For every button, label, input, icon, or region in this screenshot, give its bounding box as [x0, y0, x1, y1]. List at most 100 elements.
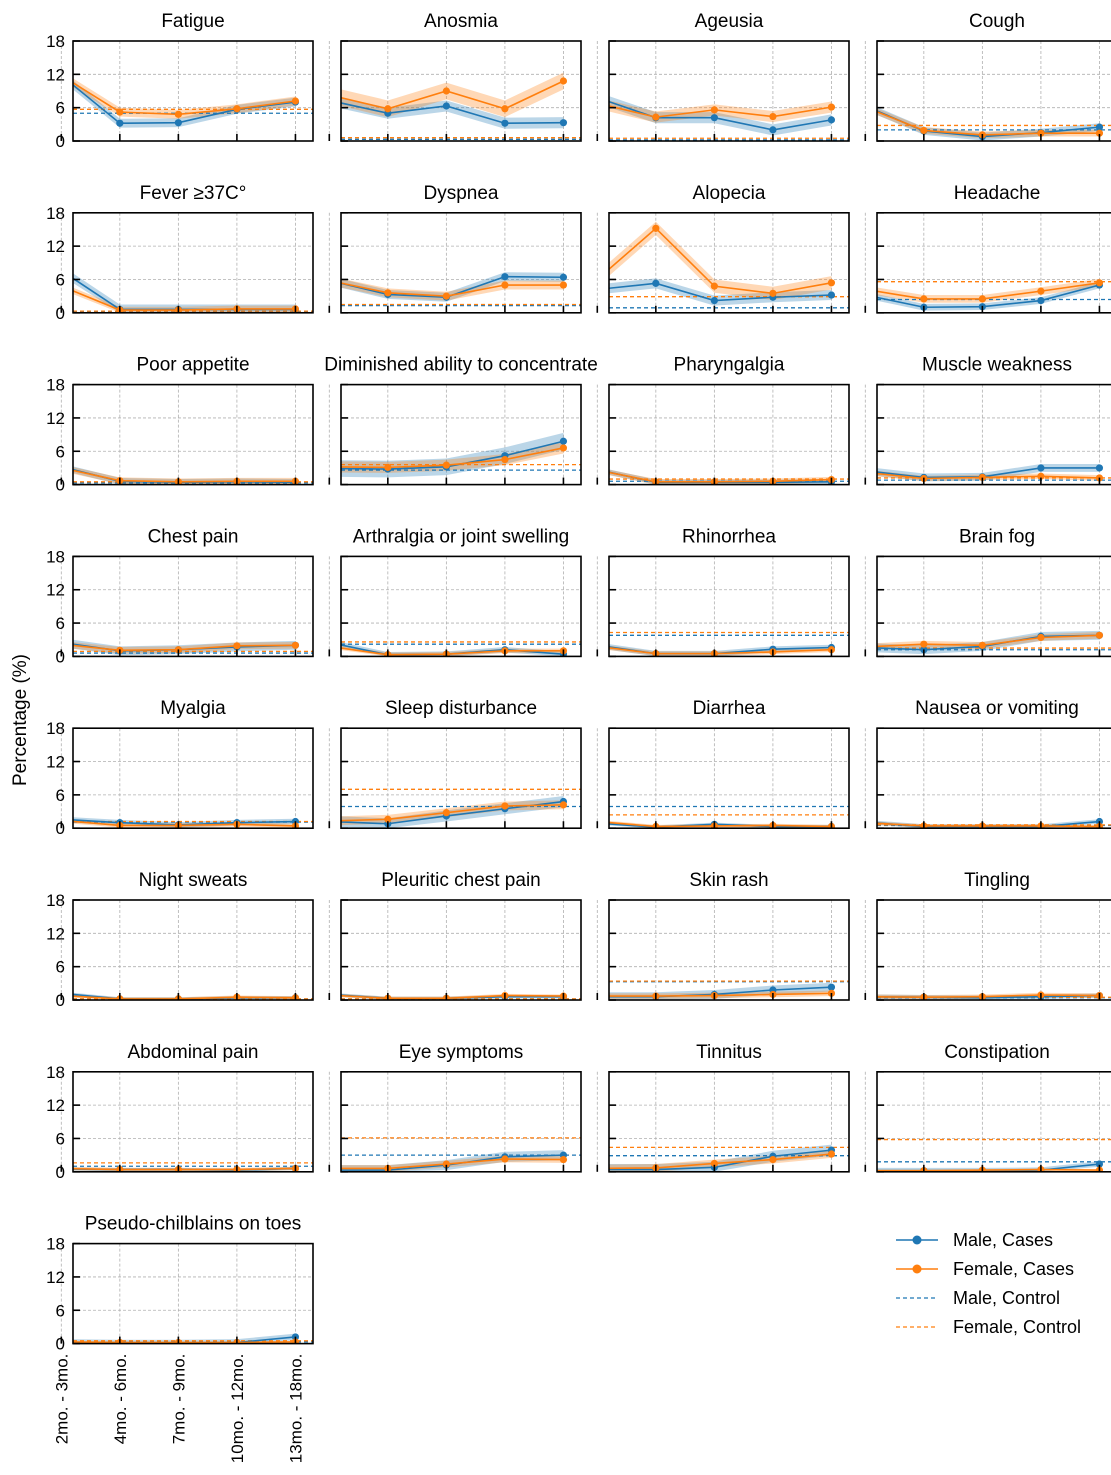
grid — [596, 727, 849, 829]
y-tick-label: 6 — [56, 1129, 65, 1148]
data-point-female-cases — [559, 444, 568, 452]
y-tick-label: 18 — [46, 32, 65, 51]
axes-frame — [72, 383, 314, 486]
panel-tingling: Tingling — [864, 870, 1111, 1001]
y-tick-label: 18 — [46, 1235, 65, 1254]
panel-title: Tinnitus — [696, 1042, 762, 1063]
confidence-band-female-cases — [609, 221, 832, 301]
panel-title: Nausea or vomiting — [915, 698, 1079, 719]
axes-frame — [340, 727, 582, 830]
panel-title: Skin rash — [689, 870, 768, 891]
plot-area — [341, 432, 581, 478]
data-point-female-cases — [291, 641, 300, 649]
plot-area — [73, 639, 313, 656]
plot-area — [73, 817, 313, 829]
data-point-male-cases — [116, 119, 124, 127]
data-point-female-cases — [827, 279, 836, 287]
axes-frame — [72, 1071, 314, 1173]
plot-area — [609, 631, 849, 657]
panel-title: Tingling — [964, 870, 1030, 891]
panel-rhinorrhea: Rhinorrhea — [596, 526, 850, 658]
plot-area — [73, 1333, 313, 1344]
ticks — [596, 383, 833, 486]
axes-frame — [608, 555, 850, 658]
data-point-female-cases — [978, 473, 986, 481]
data-point-female-cases — [174, 110, 182, 118]
plot-area — [609, 980, 849, 1000]
ticks — [60, 212, 297, 314]
ticks — [864, 555, 1101, 658]
ticks — [328, 555, 565, 658]
ticks — [596, 1071, 833, 1173]
axes-frame — [340, 1071, 582, 1173]
ticks — [60, 555, 297, 658]
grid — [864, 1071, 1111, 1173]
data-point-female-cases — [1037, 287, 1045, 295]
panel-title: Abdominal pain — [128, 1042, 259, 1063]
panel-title: Pleuritic chest pain — [381, 870, 540, 891]
ticks — [60, 727, 297, 830]
confidence-band-male-cases — [341, 97, 564, 129]
data-point-male-cases — [559, 119, 568, 127]
data-point-female-cases — [501, 281, 509, 289]
y-tick-label: 0 — [56, 132, 65, 151]
axes-frame — [72, 899, 314, 1001]
data-point-male-cases — [1037, 464, 1045, 472]
panel-title: Myalgia — [160, 698, 226, 719]
y-tick-label: 0 — [56, 476, 65, 495]
confidence-band-male-cases — [609, 96, 832, 136]
plot-area — [341, 788, 581, 829]
data-point-female-cases — [1037, 633, 1045, 642]
data-point-female-cases — [710, 1159, 718, 1168]
axes-frame — [876, 1071, 1111, 1173]
y-tick-label: 12 — [46, 409, 65, 428]
grid — [60, 1071, 313, 1173]
plot-area — [73, 78, 313, 128]
confidence-band-male-cases — [341, 642, 564, 657]
y-tick-label: 12 — [46, 1268, 65, 1287]
panel-pseudo-chilblains-on-toes: Pseudo-chilblains on toes 0 6 12 18 — [46, 1214, 314, 1354]
plot-area — [877, 464, 1111, 483]
y-tick-label: 18 — [46, 891, 65, 910]
y-tick-label: 0 — [56, 1163, 65, 1182]
legend: Male, Cases Female, Cases Male, Control Fem… — [896, 1230, 1081, 1337]
data-point-female-cases — [978, 295, 986, 303]
ticks — [864, 727, 1101, 830]
data-point-female-cases — [501, 1155, 509, 1163]
ticks — [328, 212, 565, 314]
ticks — [596, 727, 833, 830]
panel-title: Poor appetite — [136, 355, 249, 376]
panel-diminished-ability-to-concentrate: Diminished ability to concentrate — [324, 355, 598, 486]
plot-area — [877, 278, 1111, 311]
data-point-female-cases — [920, 126, 928, 135]
data-point-male-cases — [1095, 464, 1104, 472]
panel-title: Diarrhea — [693, 698, 766, 719]
data-point-female-cases — [501, 105, 509, 113]
data-point-male-cases — [710, 114, 718, 122]
data-point-female-cases — [501, 802, 509, 810]
legend-label: Female, Cases — [953, 1259, 1074, 1279]
ticks — [60, 899, 297, 1001]
panel-pleuritic-chest-pain: Pleuritic chest pain — [328, 870, 582, 1001]
data-point-male-cases — [174, 119, 182, 127]
axes-frame — [608, 40, 850, 142]
y-tick-label: 18 — [46, 719, 65, 738]
y-tick-label: 0 — [56, 304, 65, 323]
axes-frame — [608, 383, 850, 486]
panel-title: Alopecia — [693, 183, 766, 204]
data-point-male-cases — [710, 296, 718, 305]
plot-area — [877, 630, 1111, 655]
data-point-female-cases — [291, 97, 300, 105]
data-point-female-cases — [978, 641, 986, 649]
panel-eye-symptoms: Eye symptoms — [328, 1042, 582, 1173]
y-tick-label: 0 — [56, 1335, 65, 1354]
data-point-female-cases — [442, 809, 450, 817]
panel-anosmia: Anosmia — [328, 11, 582, 142]
axes-frame — [876, 555, 1111, 658]
panel-title: Chest pain — [148, 526, 239, 547]
ticks — [328, 899, 565, 1001]
data-point-female-cases — [1037, 129, 1045, 137]
y-tick-label: 6 — [56, 786, 65, 805]
panel-fatigue: Fatigue 0 6 12 18 — [46, 11, 314, 151]
plot-area — [609, 469, 849, 485]
